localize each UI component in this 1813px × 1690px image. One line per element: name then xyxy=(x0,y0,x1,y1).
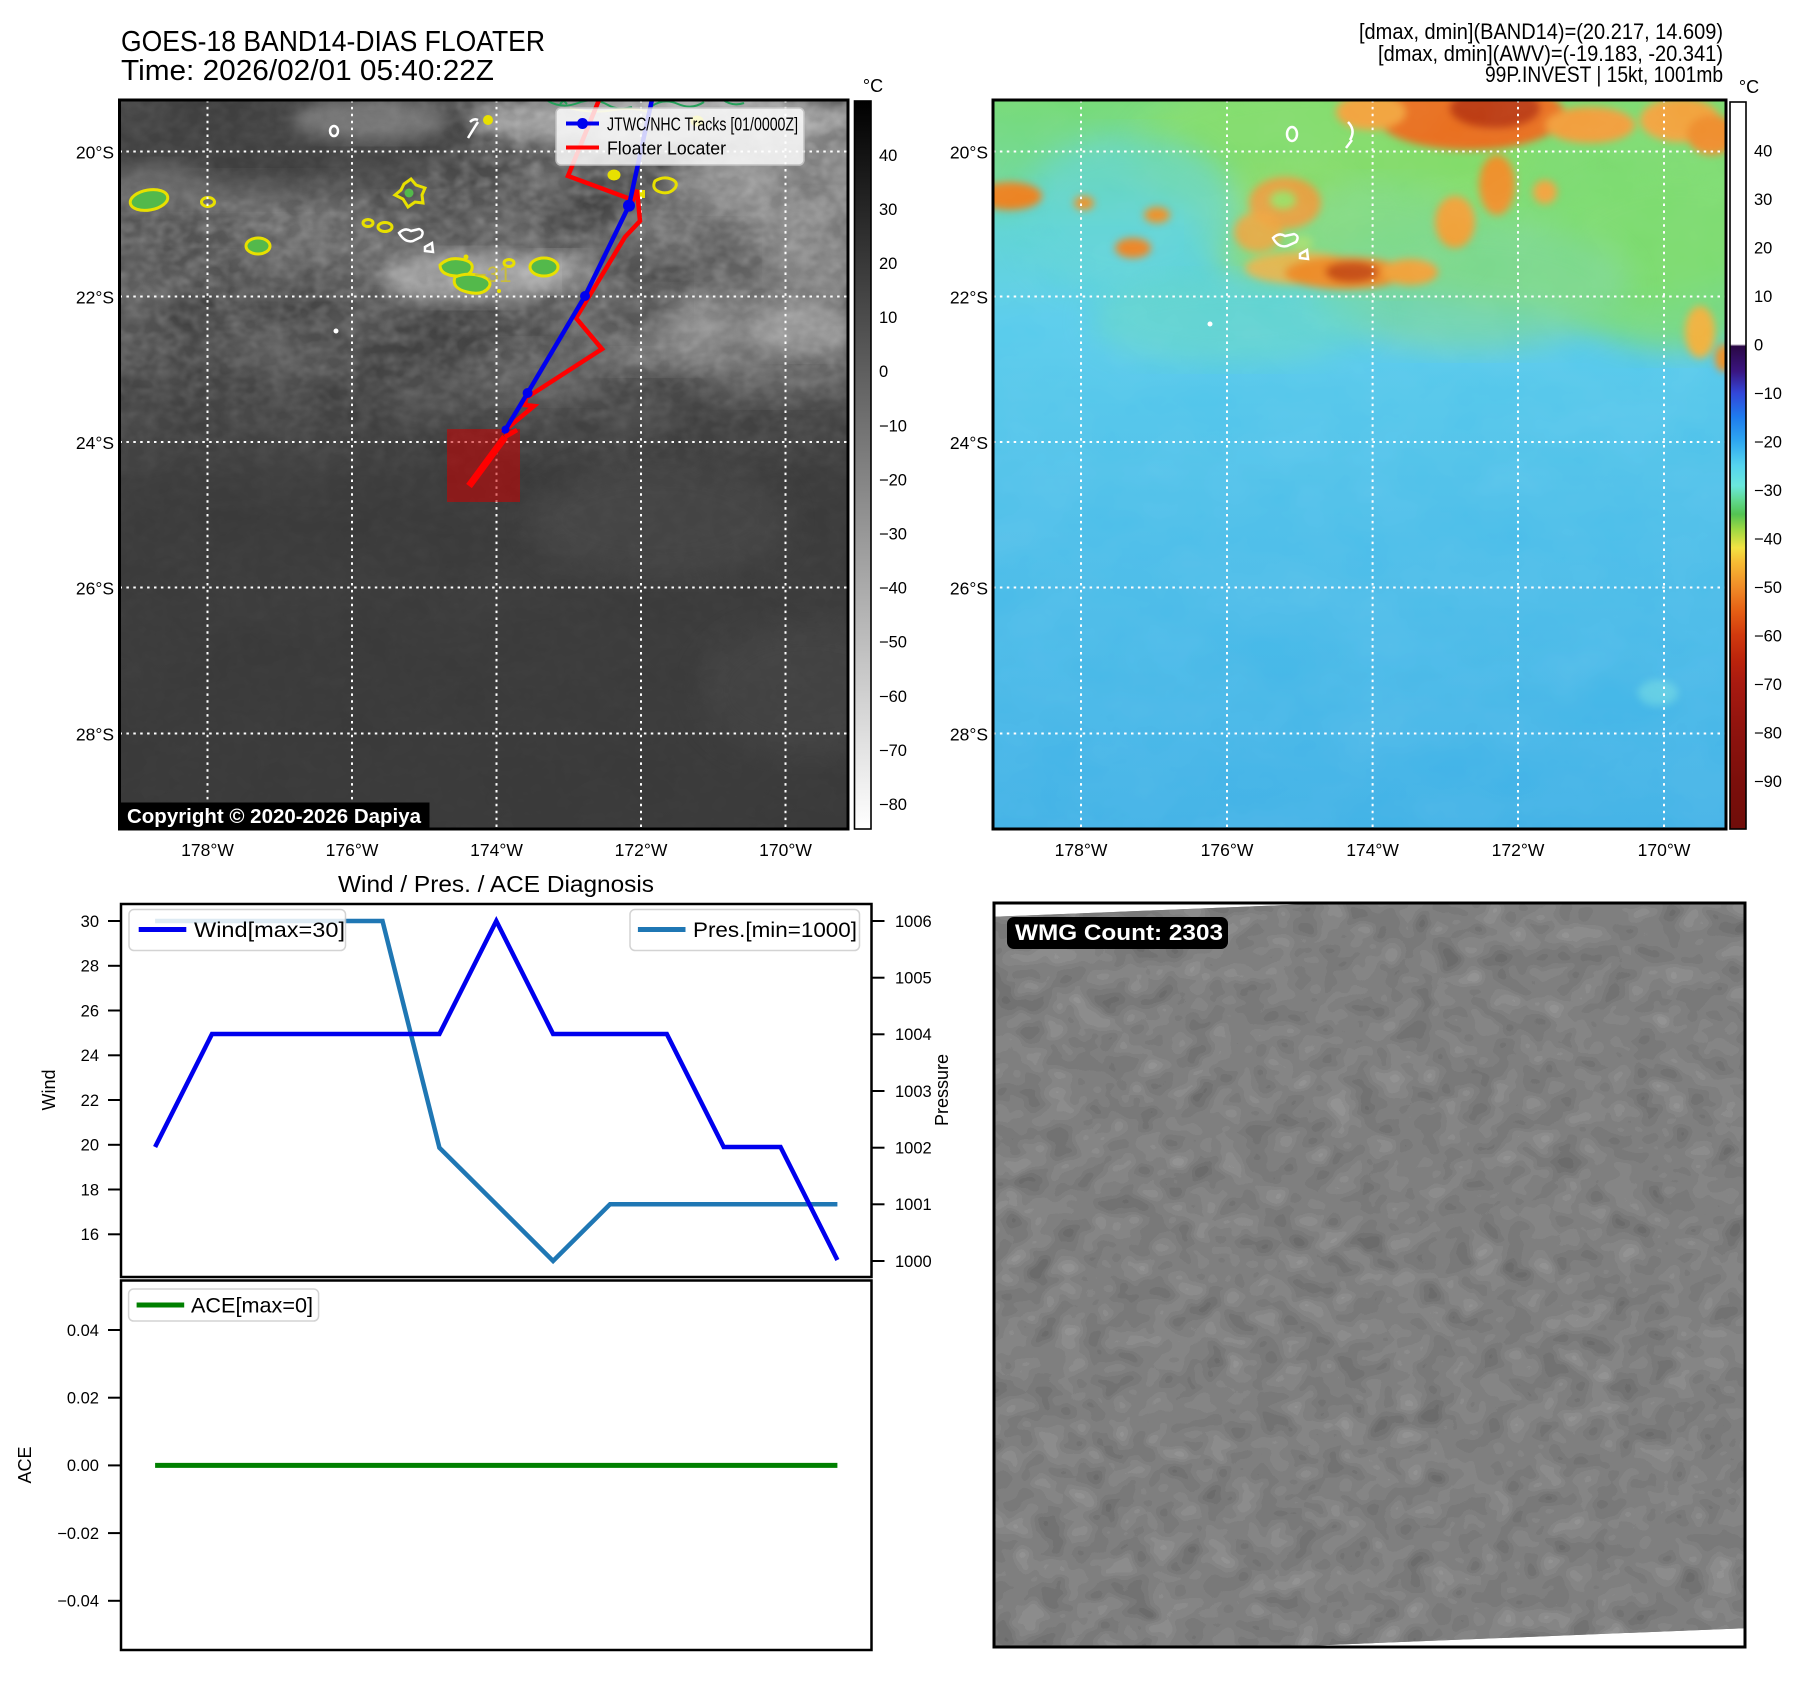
svg-text:0: 0 xyxy=(879,363,888,381)
svg-text:−10: −10 xyxy=(1754,385,1782,403)
svg-text:176°W: 176°W xyxy=(1201,840,1254,860)
svg-text:Copyright © 2020-2026 Dapiya: Copyright © 2020-2026 Dapiya xyxy=(127,806,422,828)
svg-text:ACE[max=0]: ACE[max=0] xyxy=(191,1295,313,1318)
svg-text:40: 40 xyxy=(1754,142,1772,160)
svg-text:−60: −60 xyxy=(1754,627,1782,645)
svg-text:Pressure: Pressure xyxy=(932,1054,952,1126)
svg-text:−0.04: −0.04 xyxy=(57,1593,99,1611)
svg-text:30: 30 xyxy=(879,201,897,219)
svg-text:0.02: 0.02 xyxy=(67,1390,99,1408)
svg-text:20: 20 xyxy=(1754,239,1772,257)
svg-text:10: 10 xyxy=(879,309,897,327)
svg-text:24: 24 xyxy=(81,1047,99,1065)
svg-text:26°S: 26°S xyxy=(950,579,988,599)
svg-text:−10: −10 xyxy=(879,417,907,435)
svg-text:22°S: 22°S xyxy=(76,288,114,308)
svg-text:99P.INVEST | 15kt, 1001mb: 99P.INVEST | 15kt, 1001mb xyxy=(1485,62,1723,87)
svg-text:−40: −40 xyxy=(1754,530,1782,548)
svg-text:Time: 2026/02/01 05:40:22Z: Time: 2026/02/01 05:40:22Z xyxy=(121,55,494,87)
svg-text:1003: 1003 xyxy=(895,1083,932,1101)
svg-text:−31: −31 xyxy=(474,262,511,287)
svg-text:GOES-18 BAND14-DIAS FLOATER: GOES-18 BAND14-DIAS FLOATER xyxy=(121,26,545,58)
svg-text:−80: −80 xyxy=(1754,724,1782,742)
svg-text:28: 28 xyxy=(81,958,99,976)
svg-text:−70: −70 xyxy=(1754,676,1782,694)
svg-text:172°W: 172°W xyxy=(1492,840,1545,860)
svg-text:22°S: 22°S xyxy=(950,288,988,308)
svg-text:20: 20 xyxy=(879,255,897,273)
svg-text:−40: −40 xyxy=(879,580,907,598)
svg-text:0.04: 0.04 xyxy=(67,1322,99,1340)
svg-text:174°W: 174°W xyxy=(1346,840,1399,860)
svg-text:[dmax, dmin](AWV)=(-19.183, -2: [dmax, dmin](AWV)=(-19.183, -20.341) xyxy=(1378,41,1723,66)
svg-text:−70: −70 xyxy=(879,742,907,760)
svg-text:−50: −50 xyxy=(879,634,907,652)
svg-text:JTWC/NHC Tracks [01/0000Z]: JTWC/NHC Tracks [01/0000Z] xyxy=(607,115,798,135)
svg-text:0.00: 0.00 xyxy=(67,1457,99,1475)
svg-text:172°W: 172°W xyxy=(615,840,668,860)
svg-text:1004: 1004 xyxy=(895,1026,932,1044)
svg-text:26°S: 26°S xyxy=(76,579,114,599)
svg-text:1002: 1002 xyxy=(895,1140,932,1158)
svg-text:16: 16 xyxy=(81,1226,99,1244)
svg-text:18: 18 xyxy=(81,1181,99,1199)
svg-text:Floater Locater: Floater Locater xyxy=(607,139,726,159)
svg-text:Wind[max=30]: Wind[max=30] xyxy=(194,919,345,942)
svg-text:20: 20 xyxy=(81,1137,99,1155)
svg-text:170°W: 170°W xyxy=(1638,840,1691,860)
svg-text:Wind: Wind xyxy=(39,1069,59,1110)
svg-text:−30: −30 xyxy=(1754,482,1782,500)
svg-text:−50: −50 xyxy=(1754,579,1782,597)
svg-text:28°S: 28°S xyxy=(76,725,114,745)
svg-text:1000: 1000 xyxy=(895,1253,932,1271)
svg-text:40: 40 xyxy=(879,147,897,165)
svg-text:ACE: ACE xyxy=(15,1446,35,1483)
svg-text:WMG Count: 2303: WMG Count: 2303 xyxy=(1015,920,1223,945)
svg-text:20°S: 20°S xyxy=(950,143,988,163)
svg-text:0: 0 xyxy=(1754,336,1763,354)
svg-text:−60: −60 xyxy=(879,688,907,706)
svg-text:−0.02: −0.02 xyxy=(57,1525,99,1543)
svg-text:26: 26 xyxy=(81,1002,99,1020)
svg-text:−30: −30 xyxy=(879,526,907,544)
svg-text:°C: °C xyxy=(863,76,883,96)
svg-text:178°W: 178°W xyxy=(1055,840,1108,860)
svg-text:10: 10 xyxy=(1754,288,1772,306)
svg-text:1001: 1001 xyxy=(895,1196,932,1214)
svg-text:1005: 1005 xyxy=(895,970,932,988)
svg-text:170°W: 170°W xyxy=(759,840,812,860)
svg-text:28°S: 28°S xyxy=(950,725,988,745)
svg-text:22: 22 xyxy=(81,1092,99,1110)
svg-text:−80: −80 xyxy=(879,796,907,814)
svg-text:174°W: 174°W xyxy=(470,840,523,860)
svg-text:[dmax, dmin](BAND14)=(20.217,: [dmax, dmin](BAND14)=(20.217, 14.609) xyxy=(1359,19,1723,44)
svg-text:30: 30 xyxy=(81,913,99,931)
svg-text:1006: 1006 xyxy=(895,913,932,931)
svg-text:−20: −20 xyxy=(879,471,907,489)
svg-text:−20: −20 xyxy=(1754,433,1782,451)
svg-text:24°S: 24°S xyxy=(950,433,988,453)
svg-text:176°W: 176°W xyxy=(326,840,379,860)
svg-text:Pres.[min=1000]: Pres.[min=1000] xyxy=(693,919,857,942)
svg-text:−90: −90 xyxy=(1754,773,1782,791)
svg-text:°C: °C xyxy=(1739,77,1759,97)
svg-text:30: 30 xyxy=(1754,191,1772,209)
svg-text:178°W: 178°W xyxy=(181,840,234,860)
svg-text:20°S: 20°S xyxy=(76,143,114,163)
svg-text:24°S: 24°S xyxy=(76,433,114,453)
svg-text:Wind / Pres. / ACE Diagnosis: Wind / Pres. / ACE Diagnosis xyxy=(338,871,654,897)
